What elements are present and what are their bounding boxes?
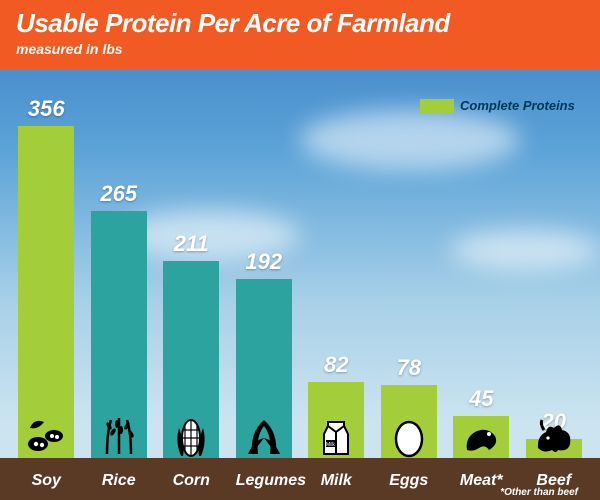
corn-icon (169, 414, 213, 458)
beef-icon (532, 414, 576, 458)
category-label: Milk (308, 472, 364, 490)
bar-corn: 211 (163, 231, 219, 458)
category-label: Soy (18, 472, 74, 490)
bar-legumes: 192 (236, 249, 292, 458)
bar-value: 82 (324, 352, 348, 378)
category-label: Rice (91, 472, 147, 490)
chart-subtitle: measured in lbs (16, 41, 584, 57)
egg-icon (387, 414, 431, 458)
category-label: Corn (163, 472, 219, 490)
bar-value: 192 (245, 249, 282, 275)
bar-rect (18, 126, 74, 458)
milk-icon (314, 414, 358, 458)
footnote: *Other than beef (500, 487, 578, 498)
category-label: Legumes (236, 472, 292, 490)
bar-rice: 265 (91, 181, 147, 458)
bar-value: 356 (28, 96, 65, 122)
chart-header: Usable Protein Per Acre of Farmland meas… (0, 0, 600, 70)
bar-meat: 45 (453, 386, 509, 458)
bar-value: 78 (397, 355, 421, 381)
bar-soy: 356 (18, 96, 74, 458)
category-label: Eggs (381, 472, 437, 490)
bar-milk: 82 (308, 352, 364, 458)
bar-value: 45 (469, 386, 493, 412)
legumes-icon (242, 414, 286, 458)
protein-per-acre-chart: Usable Protein Per Acre of Farmland meas… (0, 0, 600, 500)
bar-beef: 20 (526, 409, 582, 458)
bar-value: 265 (100, 181, 137, 207)
bar-value: 211 (174, 231, 209, 257)
soy-icon (24, 414, 68, 458)
bar-plot-area: 356 265 211 192 82 78 45 20 (0, 96, 600, 458)
chart-title: Usable Protein Per Acre of Farmland (16, 8, 584, 39)
meat-icon (459, 414, 503, 458)
bar-eggs: 78 (381, 355, 437, 458)
rice-icon (97, 414, 141, 458)
